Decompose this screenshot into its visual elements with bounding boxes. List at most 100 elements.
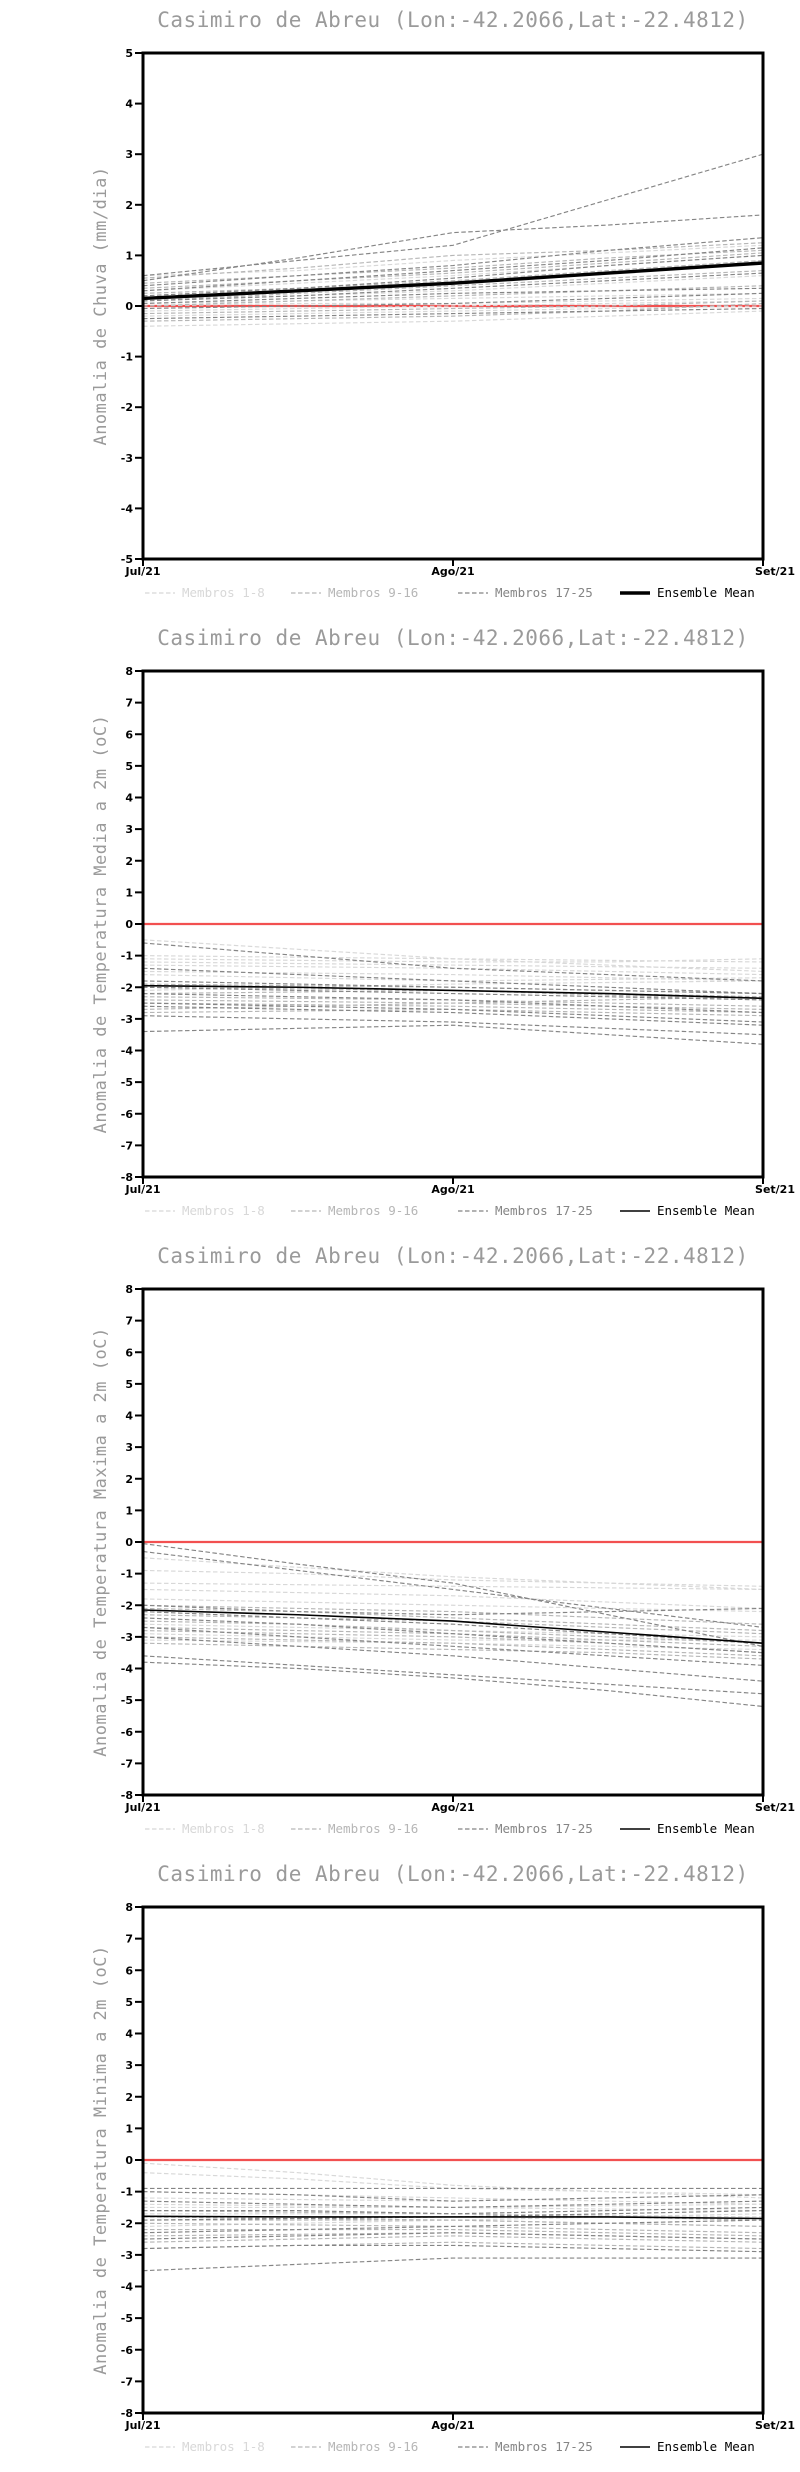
chart-title: Casimiro de Abreu (Lon:-42.2066,Lat:-22.…	[157, 1244, 748, 1268]
y-axis-label: Anomalia de Temperatura Minima a 2m (oC)	[91, 1945, 111, 2374]
member-line	[142, 986, 764, 1001]
y-tick-label: -5	[121, 553, 133, 566]
y-tick-label: -2	[121, 401, 133, 414]
member-line	[142, 275, 764, 299]
y-tick-label: -6	[121, 2344, 134, 2357]
member-line	[142, 287, 764, 305]
y-tick-label: 6	[125, 1964, 133, 1977]
member-line	[142, 2191, 764, 2202]
member-line	[142, 1569, 764, 1587]
member-line	[142, 259, 764, 294]
member-line	[142, 2235, 764, 2243]
member-line	[142, 2241, 764, 2250]
x-tick-label: Jul/21	[124, 1801, 160, 1814]
member-line	[142, 961, 764, 969]
y-axis-label: Anomalia de Chuva (mm/dia)	[91, 166, 111, 445]
y-tick-label: -8	[121, 1171, 133, 1184]
member-line	[142, 2172, 764, 2196]
chart-title: Casimiro de Abreu (Lon:-42.2066,Lat:-22.…	[157, 1862, 748, 1886]
legend-label: Membros 1-8	[182, 1203, 265, 1218]
legend-label: Membros 17-25	[495, 1821, 593, 1836]
member-line	[142, 974, 764, 982]
member-line	[142, 1604, 764, 1616]
y-tick-label: -4	[121, 1663, 134, 1676]
y-tick-label: 3	[125, 823, 133, 836]
y-axis-label: Anomalia de Temperatura Media a 2m (oC)	[91, 715, 111, 1134]
legend-label: Membros 9-16	[328, 1203, 418, 1218]
y-tick-label: 7	[125, 697, 133, 710]
y-tick-label: -2	[121, 1599, 133, 1612]
y-tick-label: -5	[121, 2312, 133, 2325]
member-line	[142, 2200, 764, 2209]
y-tick-label: 1	[125, 2122, 133, 2135]
y-tick-label: 8	[125, 665, 133, 678]
y-tick-label: 4	[125, 98, 133, 111]
legend-label: Membros 17-25	[495, 2439, 593, 2454]
y-tick-label: 3	[125, 148, 133, 161]
y-tick-label: -5	[121, 1076, 133, 1089]
member-line	[142, 307, 764, 320]
y-tick-label: 8	[125, 1283, 133, 1296]
x-tick-label: Set/21	[755, 2419, 795, 2432]
member-line	[142, 967, 764, 995]
member-line	[142, 1015, 764, 1036]
member-line	[142, 292, 764, 305]
y-tick-label: 7	[125, 1315, 133, 1328]
member-line	[142, 1633, 763, 1641]
y-tick-label: 7	[125, 1933, 133, 1946]
member-line	[142, 310, 764, 327]
member-line	[142, 2257, 763, 2272]
member-line	[143, 2229, 764, 2237]
member-line	[142, 2162, 764, 2199]
x-tick-label: Set/21	[755, 565, 795, 578]
legend-label: Membros 9-16	[328, 585, 418, 600]
y-tick-label: -2	[121, 2217, 133, 2230]
member-line	[142, 242, 764, 279]
member-line	[142, 244, 764, 277]
y-tick-label: -7	[121, 1757, 133, 1770]
y-tick-label: -1	[121, 2186, 133, 2199]
y-tick-label: 5	[125, 47, 133, 60]
legend-label: Ensemble Mean	[657, 1821, 755, 1836]
legend-label: Membros 17-25	[495, 1203, 593, 1218]
member-line	[142, 2232, 764, 2240]
y-tick-label: -4	[121, 502, 134, 515]
x-tick-label: Ago/21	[431, 565, 474, 578]
plot-border	[141, 669, 765, 1179]
y-tick-label: 0	[125, 1536, 133, 1549]
member-line	[142, 958, 764, 963]
x-tick-label: Ago/21	[431, 1183, 474, 1196]
member-line	[142, 980, 764, 995]
member-line	[142, 270, 764, 302]
y-tick-label: 1	[125, 1504, 133, 1517]
member-line	[142, 1655, 764, 1695]
y-tick-label: -3	[121, 1631, 133, 1644]
member-line	[142, 249, 764, 284]
ensemble-mean-line	[142, 1609, 764, 1644]
member-line	[142, 1626, 764, 1666]
member-line	[142, 272, 764, 302]
member-line	[142, 1642, 764, 1660]
y-tick-label: -2	[121, 981, 133, 994]
y-tick-label: 5	[125, 760, 133, 773]
member-line	[142, 1002, 764, 1014]
chart-title: Casimiro de Abreu (Lon:-42.2066,Lat:-22.…	[157, 8, 748, 32]
y-tick-label: -6	[121, 1726, 134, 1739]
member-line	[142, 252, 764, 289]
member-line	[142, 254, 764, 297]
y-tick-label: -1	[121, 351, 133, 364]
legend-label: Membros 1-8	[182, 2439, 265, 2454]
member-line	[142, 1661, 764, 1708]
y-tick-label: -3	[121, 2249, 133, 2262]
member-line	[142, 1598, 764, 1613]
member-line	[142, 1636, 764, 1657]
y-tick-label: -1	[121, 1568, 133, 1581]
member-line	[142, 1629, 764, 1654]
legend-label: Ensemble Mean	[657, 2439, 755, 2454]
y-tick-label: 3	[125, 1441, 133, 1454]
member-line	[143, 2219, 764, 2227]
y-tick-label: 1	[125, 249, 133, 262]
